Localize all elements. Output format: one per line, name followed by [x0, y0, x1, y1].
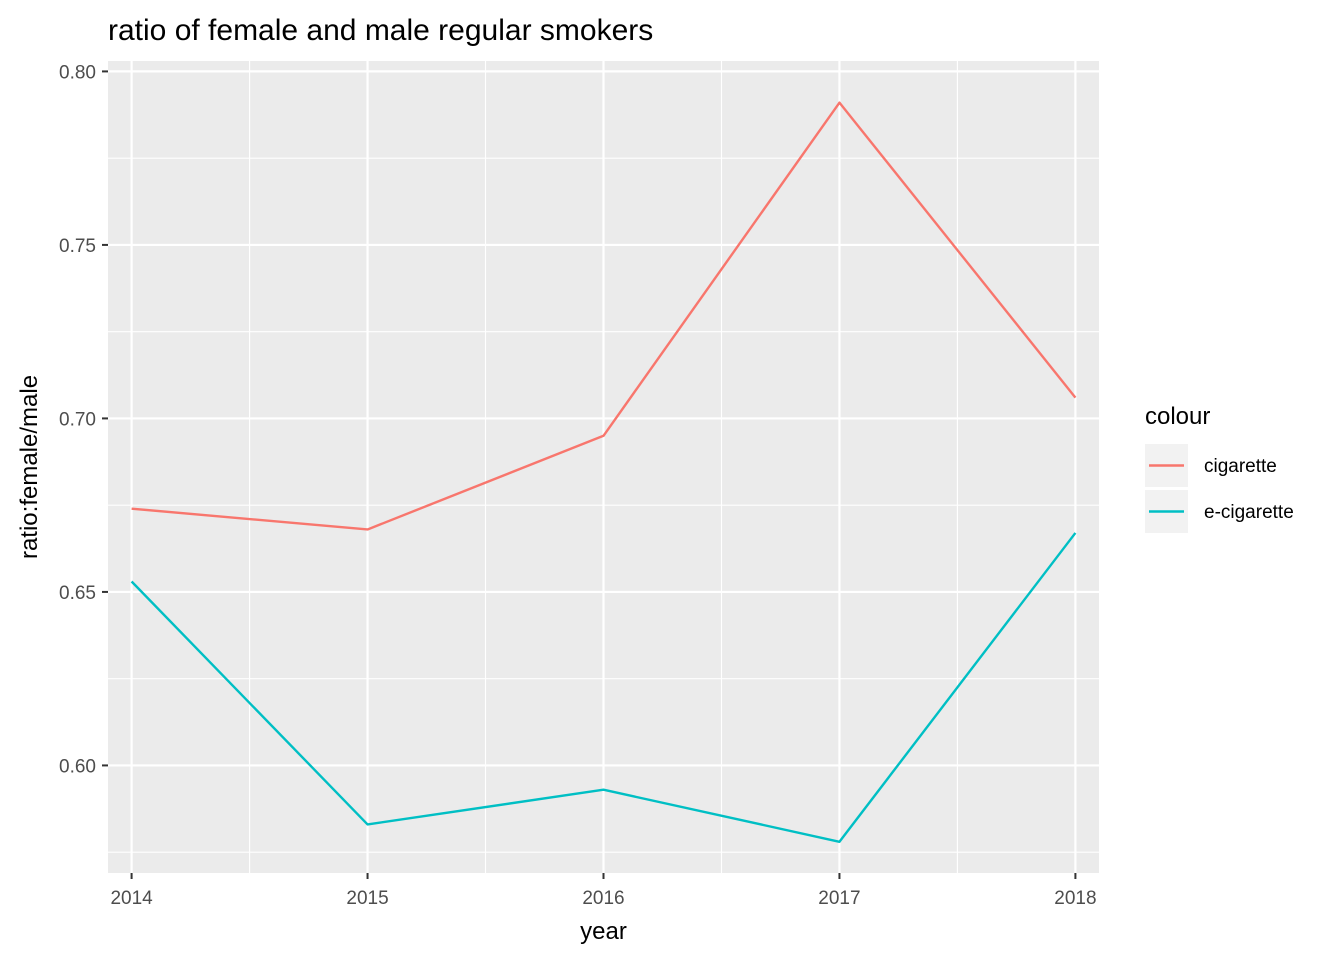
x-tick-label: 2018 — [1054, 888, 1096, 909]
y-axis-title: ratio:female/male — [16, 375, 43, 559]
legend-label-cigarette: cigarette — [1204, 456, 1277, 477]
legend: colour cigarette e-cigarette — [1145, 403, 1294, 533]
chart-title: ratio of female and male regular smokers — [108, 14, 653, 47]
x-tick-label: 2016 — [582, 888, 624, 909]
major-gridlines — [108, 61, 1099, 873]
y-tick-label: 0.70 — [59, 409, 96, 430]
y-tick-label: 0.75 — [59, 236, 96, 257]
x-tick-label: 2017 — [818, 888, 860, 909]
y-tick-label: 0.65 — [59, 583, 96, 604]
y-tick-label: 0.80 — [59, 62, 96, 83]
x-axis: 2014 2015 2016 2017 2018 — [110, 873, 1097, 909]
y-tick-label: 0.60 — [59, 756, 96, 777]
legend-label-e-cigarette: e-cigarette — [1204, 502, 1294, 523]
series-line-cigarette — [131, 101, 1077, 531]
series-lines — [130, 101, 1077, 843]
legend-title: colour — [1145, 403, 1210, 430]
x-tick-label: 2014 — [110, 888, 153, 909]
y-axis: 0.60 0.65 0.70 0.75 0.80 — [59, 62, 108, 777]
x-axis-title: year — [580, 918, 627, 945]
x-tick-label: 2015 — [346, 888, 388, 909]
series-line-e-cigarette — [130, 532, 1077, 843]
